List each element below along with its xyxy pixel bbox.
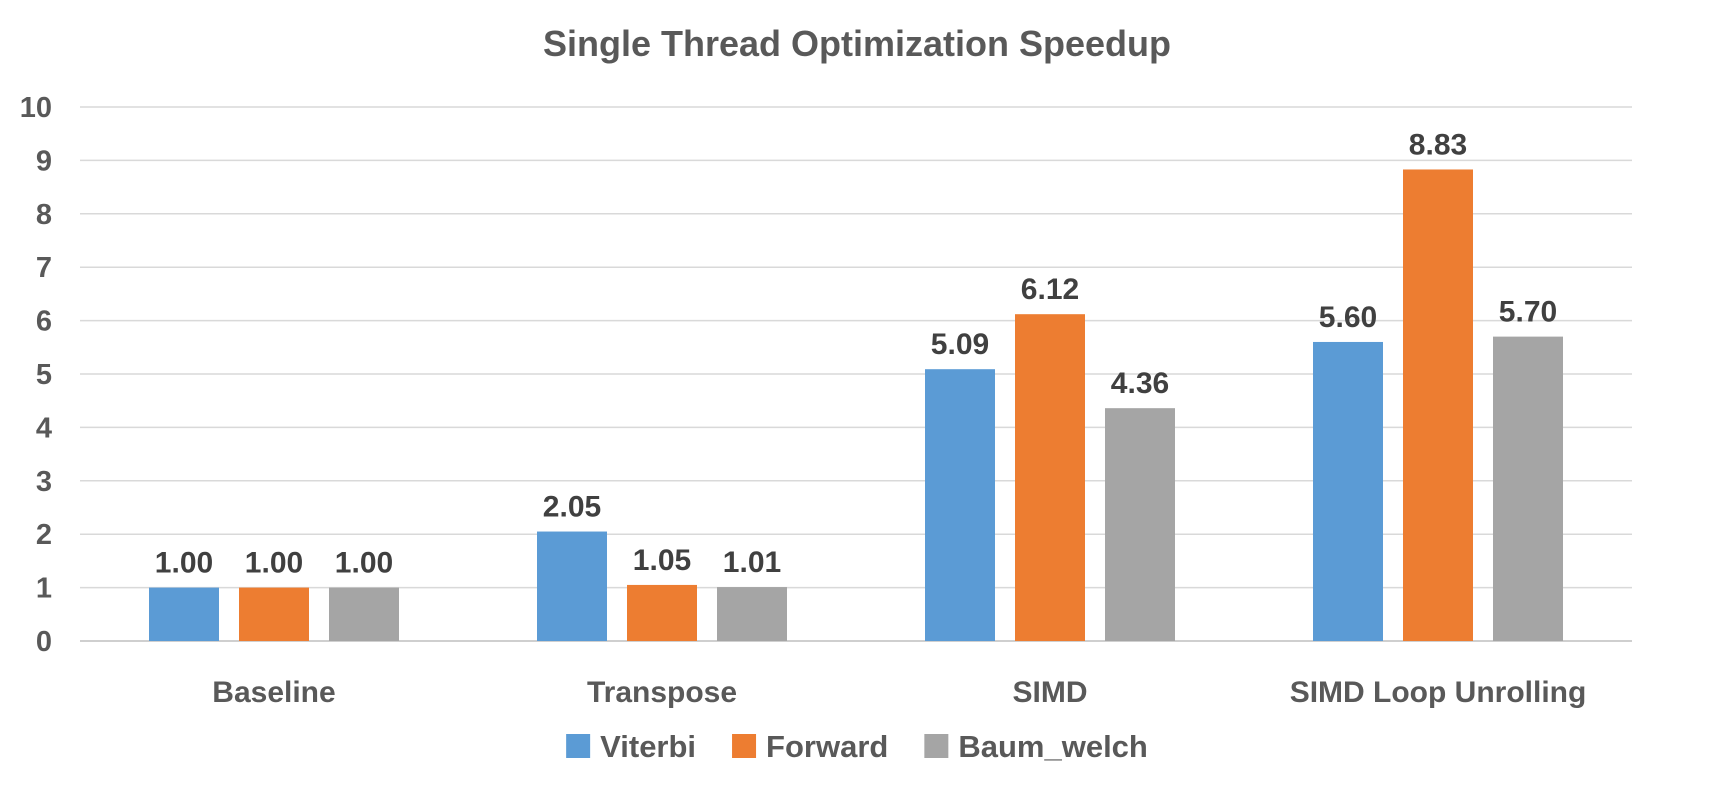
legend-label: Viterbi [600,729,696,764]
data-label: 5.09 [931,328,989,361]
data-label: 1.05 [633,544,691,577]
x-tick-label: Transpose [587,676,737,709]
bar [925,369,995,641]
gridlines [80,106,1632,642]
data-label: 1.00 [155,547,213,580]
bar [1313,341,1383,641]
y-tick-label: 0 [36,626,52,658]
y-tick-label: 7 [36,252,52,284]
y-tick-label: 1 [36,573,52,605]
data-label: 1.01 [723,546,781,579]
legend-swatch [566,734,591,758]
bar [1493,336,1563,641]
x-tick-label: SIMD Loop Unrolling [1290,676,1587,709]
legend-item: Forward [732,729,888,764]
legend-swatch [732,734,757,758]
y-tick-label: 9 [36,145,52,177]
y-axis-ticks: 0 1 2 3 4 5 6 7 8 9 10 [20,92,52,658]
legend-item: Viterbi [566,729,696,764]
legend-item: Baum_welch [924,729,1148,764]
data-label: 5.60 [1319,301,1377,334]
bar [717,587,787,641]
data-label: 4.36 [1111,367,1169,400]
x-tick-label: SIMD [1013,676,1088,709]
legend-label: Baum_welch [958,729,1148,764]
data-label: 8.83 [1409,128,1467,161]
bar [329,587,399,641]
chart-title: Single Thread Optimization Speedup [543,23,1171,64]
bars [149,169,1563,641]
bar [1403,169,1473,641]
x-axis-ticks: Baseline Transpose SIMD SIMD Loop Unrolling [212,676,1586,709]
y-tick-label: 10 [20,92,52,124]
y-tick-label: 6 [36,306,52,338]
y-tick-label: 8 [36,199,52,231]
data-label: 1.00 [335,547,393,580]
bar [627,584,697,641]
x-tick-label: Baseline [212,676,335,709]
data-label: 5.70 [1499,296,1557,329]
data-label: 2.05 [543,491,601,524]
y-tick-label: 2 [36,519,52,551]
bar [1015,314,1085,641]
legend-label: Forward [766,729,888,764]
bar [537,531,607,641]
data-label: 6.12 [1021,273,1079,306]
y-tick-label: 3 [36,466,52,498]
legend: Viterbi Forward Baum_welch [566,729,1148,764]
bar [149,587,219,641]
bar [1105,408,1175,641]
data-labels: 1.00 1.00 1.00 2.05 1.05 1.01 5.09 6.12 4.36 5.60… [155,128,1557,579]
bar [239,587,309,641]
legend-swatch [924,734,949,758]
y-tick-label: 4 [36,412,52,444]
y-tick-label: 5 [36,359,52,391]
data-label: 1.00 [245,547,303,580]
